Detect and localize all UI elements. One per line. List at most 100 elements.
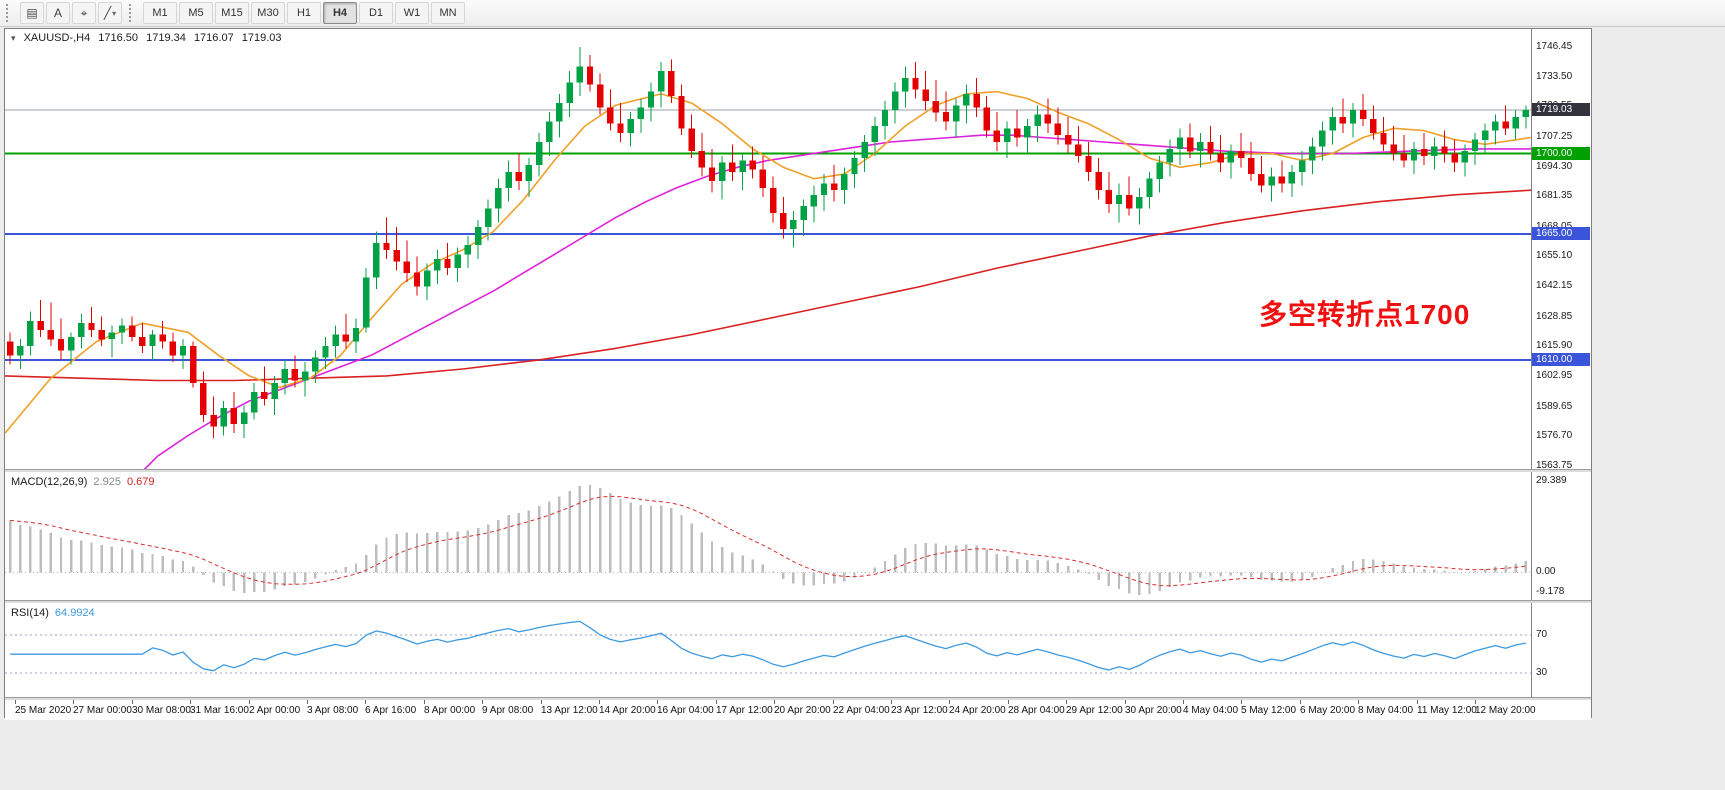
down-candle: [47, 330, 54, 340]
down-candle: [1502, 121, 1509, 129]
down-candle: [6, 341, 14, 356]
price-badge-161000: 1610.00: [1532, 353, 1590, 366]
rsi-canvas[interactable]: [5, 603, 1531, 697]
time-tick: [482, 700, 483, 704]
up-candle: [1512, 116, 1519, 129]
rsi-axis[interactable]: 70 30: [1531, 603, 1591, 697]
down-candle: [1248, 158, 1255, 175]
line-studies-button[interactable]: ╱ ▾: [98, 2, 122, 24]
up-candle: [495, 187, 502, 209]
time-axis-label: 31 Mar 16:00: [190, 705, 249, 716]
price-axis-label: 1602.95: [1536, 370, 1573, 381]
time-tick: [190, 700, 191, 704]
down-candle: [973, 93, 980, 108]
price-axis-label: 1655.10: [1536, 250, 1573, 261]
up-candle: [352, 327, 360, 342]
crosshair-tool-button[interactable]: ⌖: [72, 2, 96, 24]
time-axis-label: 25 Mar 2020: [15, 705, 72, 716]
time-tick: [15, 700, 16, 704]
down-candle: [708, 167, 716, 182]
up-candle: [902, 77, 909, 92]
up-candle: [322, 346, 329, 358]
down-candle: [698, 151, 706, 168]
down-candle: [1207, 142, 1214, 154]
down-candle: [1451, 153, 1458, 163]
up-candle: [810, 194, 817, 207]
up-candle: [485, 208, 492, 227]
toolbar-grip[interactable]: [129, 4, 138, 22]
up-candle: [1319, 130, 1326, 147]
price-pane: 1746.451733.501720.551707.251694.301681.…: [5, 29, 1591, 471]
down-candle: [993, 130, 1001, 143]
rsi-line: [10, 620, 1527, 672]
down-candle: [403, 261, 410, 273]
toolbar-grip[interactable]: [6, 4, 15, 22]
down-candle: [769, 187, 777, 214]
time-axis-label: 5 May 12:00: [1241, 705, 1297, 716]
down-candle: [1359, 109, 1367, 120]
price-axis-label: 1642.15: [1536, 280, 1573, 291]
price-chart-canvas[interactable]: [5, 29, 1531, 469]
up-candle: [251, 392, 258, 413]
rsi-name: RSI(14): [11, 607, 49, 619]
down-candle: [1339, 116, 1346, 124]
down-candle: [342, 334, 349, 342]
macd-axis[interactable]: 29.389 0.00 -9.178: [1531, 472, 1591, 600]
down-candle: [759, 169, 767, 188]
timeframe-button-m30[interactable]: M30: [251, 2, 285, 24]
up-candle: [179, 346, 187, 356]
time-axis-label: 6 May 20:00: [1300, 705, 1356, 716]
down-candle: [1217, 153, 1224, 163]
macd-axis-max: 29.389: [1536, 475, 1567, 486]
down-candle: [688, 128, 695, 152]
tool-buttons-group: ▤ A ⌖ ╱ ▾: [19, 2, 123, 24]
up-candle: [474, 226, 482, 246]
chart-text-annotation[interactable]: 多空转折点1700: [1259, 299, 1471, 330]
main-toolbar: ▤ A ⌖ ╱ ▾ M1 M5 M15 M30 H1 H4 D1 W1 MN: [0, 0, 1725, 27]
time-axis-label: 30 Apr 20:00: [1125, 705, 1182, 716]
pane-splitter[interactable]: [5, 469, 1591, 472]
down-candle: [383, 242, 390, 250]
time-axis-label: 23 Apr 12:00: [891, 705, 948, 716]
down-candle: [159, 334, 166, 342]
up-candle: [312, 357, 319, 372]
up-candle: [27, 320, 34, 347]
timeframe-button-m5[interactable]: M5: [179, 2, 213, 24]
chart-list-button[interactable]: ▤: [20, 2, 44, 24]
timeframe-button-m1[interactable]: M1: [143, 2, 177, 24]
price-axis-label: 1733.50: [1536, 71, 1573, 82]
down-candle: [668, 71, 675, 97]
price-axis[interactable]: 1746.451733.501720.551707.251694.301681.…: [1531, 29, 1591, 471]
up-candle: [464, 245, 472, 255]
timeframe-button-h4[interactable]: H4: [323, 2, 357, 24]
time-tick: [833, 700, 834, 704]
one-click-trading-arrow-icon[interactable]: ▾: [11, 33, 16, 43]
up-candle: [434, 259, 441, 271]
timeframe-button-h1[interactable]: H1: [287, 2, 321, 24]
time-axis-label: 8 May 04:00: [1358, 705, 1414, 716]
text-label-tool-button[interactable]: A: [46, 2, 70, 24]
down-candle: [942, 112, 950, 122]
timeframe-toolbar: M1 M5 M15 M30 H1 H4 D1 W1 MN: [142, 2, 466, 24]
time-axis[interactable]: 25 Mar 2020 27 Mar 00:00 30 Mar 08:00 31 Ma…: [5, 700, 1591, 720]
pane-splitter[interactable]: [5, 600, 1591, 603]
timeframe-button-m15[interactable]: M15: [215, 2, 249, 24]
up-candle: [820, 183, 828, 195]
timeframe-button-mn[interactable]: MN: [431, 2, 465, 24]
price-axis-label: 1681.35: [1536, 190, 1573, 201]
down-candle: [88, 323, 95, 331]
rsi-label: RSI(14) 64.9924: [11, 607, 95, 619]
pane-splitter[interactable]: [5, 697, 1591, 700]
time-axis-label: 14 Apr 20:00: [599, 705, 656, 716]
timeframe-button-w1[interactable]: W1: [395, 2, 429, 24]
time-tick: [1358, 700, 1359, 704]
down-candle: [1105, 190, 1112, 204]
up-candle: [1522, 109, 1530, 117]
timeframe-button-d1[interactable]: D1: [359, 2, 393, 24]
time-axis-label: 16 Apr 04:00: [657, 705, 714, 716]
down-candle: [98, 330, 105, 340]
up-candle: [556, 103, 563, 122]
down-candle: [1075, 144, 1082, 156]
macd-canvas[interactable]: [5, 472, 1531, 600]
